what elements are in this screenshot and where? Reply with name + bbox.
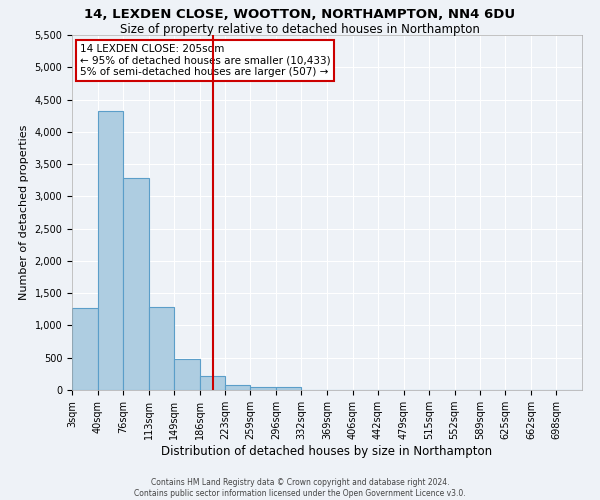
Bar	[72, 308, 98, 390]
Bar	[98, 110, 123, 390]
X-axis label: Distribution of detached houses by size in Northampton: Distribution of detached houses by size …	[161, 445, 493, 458]
Text: Size of property relative to detached houses in Northampton: Size of property relative to detached ho…	[120, 22, 480, 36]
Text: Contains HM Land Registry data © Crown copyright and database right 2024.
Contai: Contains HM Land Registry data © Crown c…	[134, 478, 466, 498]
Text: 14, LEXDEN CLOSE, WOOTTON, NORTHAMPTON, NN4 6DU: 14, LEXDEN CLOSE, WOOTTON, NORTHAMPTON, …	[85, 8, 515, 20]
Bar	[250, 387, 276, 390]
Text: 14 LEXDEN CLOSE: 205sqm
← 95% of detached houses are smaller (10,433)
5% of semi: 14 LEXDEN CLOSE: 205sqm ← 95% of detache…	[80, 44, 330, 77]
Bar	[276, 388, 301, 390]
Bar	[199, 376, 225, 390]
Bar	[225, 385, 250, 390]
Bar	[174, 359, 199, 390]
Bar	[123, 178, 149, 390]
Y-axis label: Number of detached properties: Number of detached properties	[19, 125, 29, 300]
Bar	[149, 308, 174, 390]
